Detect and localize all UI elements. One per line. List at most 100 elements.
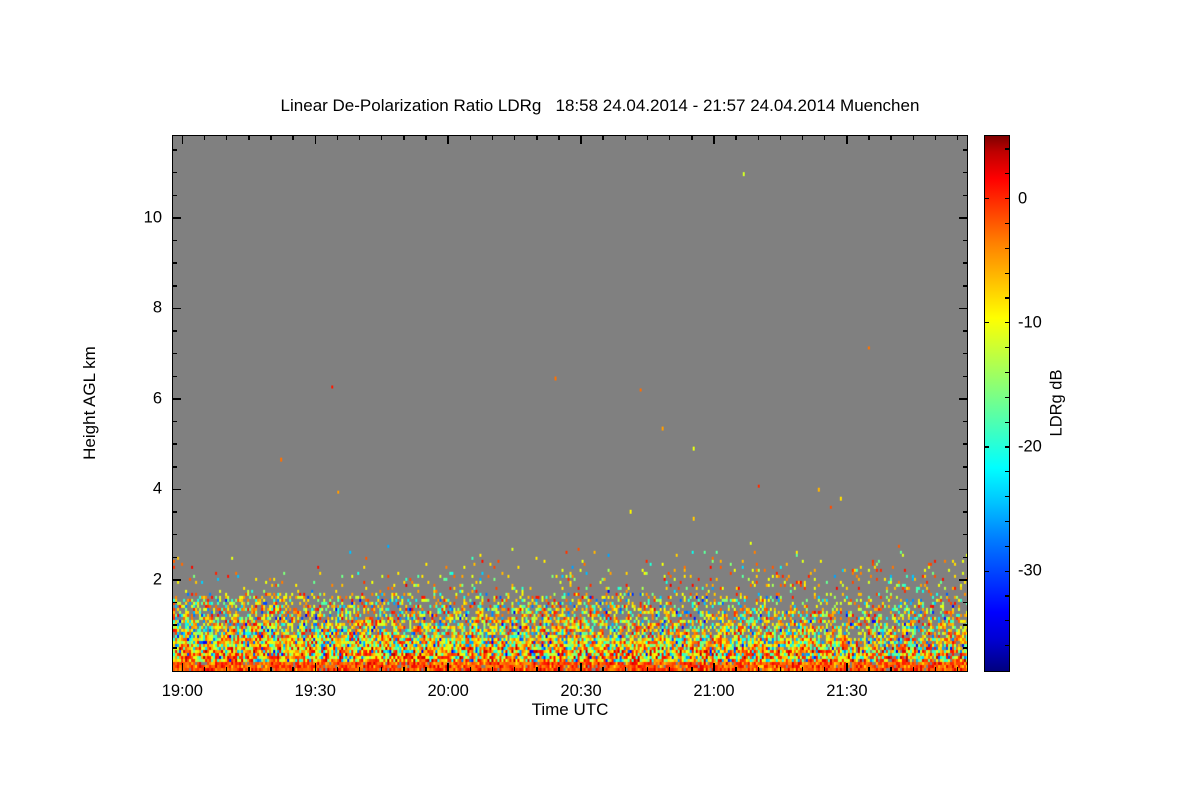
x-tick-minor [890, 667, 892, 672]
y-tick-minor-right [963, 420, 968, 423]
colorbar-tick [984, 322, 989, 324]
y-tick-minor [172, 556, 177, 559]
colorbar-tick-minor [1005, 197, 1009, 200]
x-tick-minor-top [912, 135, 915, 140]
y-tick-major-right [959, 579, 968, 581]
y-tick-minor-right [963, 466, 968, 468]
colorbar-tick-minor [1005, 620, 1009, 622]
x-tick-label: 21:30 [826, 682, 868, 700]
x-tick-minor-top [469, 135, 472, 140]
x-tick-minor-top [890, 135, 892, 140]
x-tick-minor [380, 667, 383, 672]
y-tick-major-right [959, 398, 968, 400]
colorbar-tick-minor [1005, 148, 1009, 150]
colorbar-tick-minor [1005, 446, 1009, 448]
y-tick-label: 6 [152, 389, 162, 408]
x-tick-minor-top [624, 135, 627, 140]
colorbar-tick-minor [1005, 496, 1009, 498]
y-tick-minor-right [963, 556, 968, 559]
y-tick-major [172, 488, 181, 491]
y-tick-minor [172, 171, 177, 174]
x-tick-minor [292, 667, 294, 672]
y-tick-major [172, 579, 181, 581]
x-tick-minor-top [536, 135, 538, 140]
x-tick-minor [624, 667, 627, 672]
x-tick-minor-top [513, 135, 516, 140]
x-tick-minor [558, 667, 560, 672]
colorbar-tick-minor [1005, 297, 1009, 299]
colorbar-tick-minor [1005, 347, 1009, 349]
x-tick-minor [956, 667, 959, 672]
x-tick-minor [801, 667, 804, 672]
y-tick-label: 4 [152, 479, 162, 498]
colorbar[interactable] [984, 135, 1010, 672]
colorbar-tick-minor [1005, 471, 1009, 473]
plot-area[interactable] [172, 135, 968, 672]
y-tick-major-right [959, 488, 968, 491]
y-tick-minor-right [963, 262, 968, 264]
y-tick-minor [172, 330, 177, 332]
colorbar-tick-minor [1005, 247, 1009, 249]
colorbar-gradient [985, 136, 1009, 671]
x-tick-minor-top [956, 135, 959, 140]
colorbar-tick-minor [1005, 371, 1009, 374]
y-tick-minor [172, 466, 177, 468]
x-tick-minor [757, 667, 760, 672]
x-tick-minor [779, 667, 782, 672]
x-tick-minor-top [823, 135, 826, 140]
colorbar-tick-minor [1005, 272, 1009, 274]
y-tick-minor-right [963, 511, 968, 513]
x-tick-minor [691, 667, 693, 672]
x-tick-label: 20:00 [427, 682, 469, 700]
x-tick-minor-top [868, 135, 870, 140]
y-tick-minor-right [963, 443, 968, 445]
y-tick-minor [172, 352, 177, 355]
x-tick-minor-top [691, 135, 693, 140]
y-tick-minor [172, 624, 177, 626]
y-tick-minor-right [963, 330, 968, 332]
colorbar-tick-minor [1005, 222, 1009, 225]
y-tick-minor-right [963, 239, 968, 242]
y-tick-minor-right [963, 375, 968, 378]
x-tick-minor [868, 667, 870, 672]
x-tick-minor [491, 667, 494, 672]
x-tick-label: 19:00 [161, 682, 203, 700]
y-tick-minor-right [963, 601, 968, 604]
x-tick-minor-top [203, 135, 206, 140]
colorbar-tick-minor [1005, 645, 1009, 647]
y-tick-minor [172, 511, 177, 513]
y-tick-minor [172, 375, 177, 378]
y-tick-minor [172, 239, 177, 242]
colorbar-tick [984, 197, 989, 200]
y-tick-label: 2 [152, 570, 162, 589]
x-tick-major [580, 663, 582, 672]
x-tick-minor-top [668, 135, 671, 140]
y-tick-minor-right [963, 624, 968, 626]
x-tick-minor-top [735, 135, 737, 140]
x-tick-minor-top [292, 135, 294, 140]
y-tick-major-right [959, 307, 968, 310]
colorbar-tick-label: 0 [1018, 189, 1028, 208]
x-tick-minor [358, 667, 361, 672]
x-tick-label: 19:30 [294, 682, 336, 700]
y-axis-label: Height AGL km [80, 346, 99, 460]
colorbar-tick-minor [1005, 322, 1009, 324]
colorbar-tick-minor [1005, 595, 1009, 597]
x-tick-major [314, 663, 316, 672]
x-tick-major-top [713, 135, 715, 144]
colorbar-tick [984, 446, 989, 448]
x-tick-major-top [314, 135, 316, 144]
y-tick-major [172, 398, 181, 400]
x-tick-label: 20:30 [560, 682, 602, 700]
x-tick-minor-top [491, 135, 494, 140]
y-tick-minor-right [963, 194, 968, 197]
colorbar-tick-label: -10 [1018, 313, 1042, 332]
x-tick-label: 21:00 [693, 682, 735, 700]
y-tick-major [172, 307, 181, 310]
chart-title: Linear De-Polarization Ratio LDRg 18:58 … [280, 96, 920, 115]
heatmap-canvas [173, 136, 967, 671]
x-tick-minor-top [336, 135, 339, 140]
colorbar-tick-minor [1005, 570, 1009, 572]
x-tick-minor [912, 667, 915, 672]
